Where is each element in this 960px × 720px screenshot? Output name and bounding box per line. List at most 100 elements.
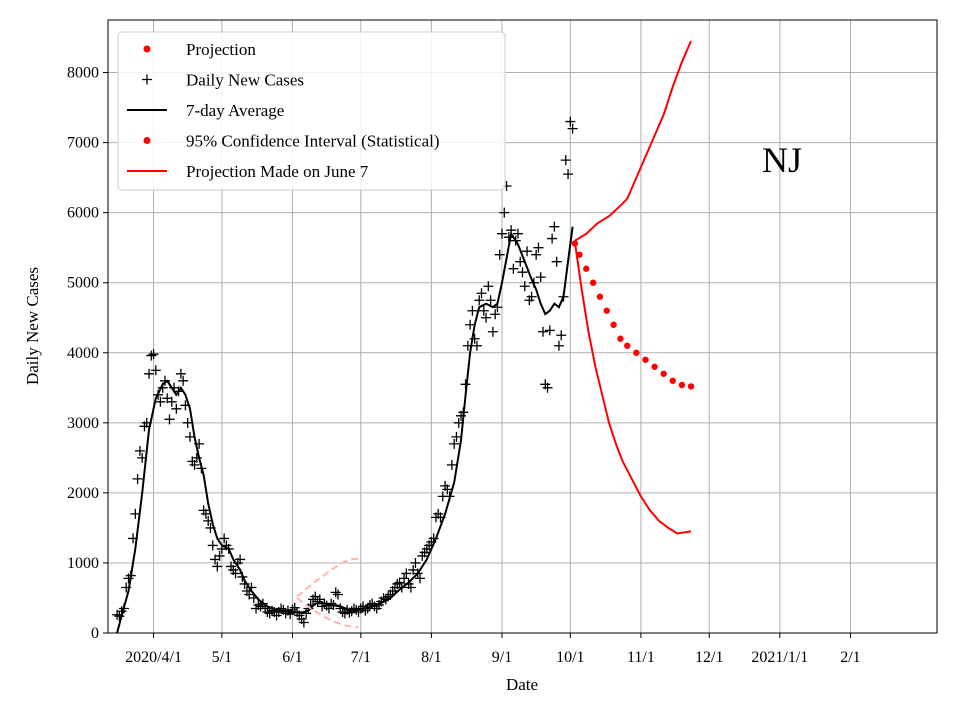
daily-case-marker bbox=[497, 228, 508, 239]
daily-case-marker bbox=[150, 365, 161, 376]
daily-case-marker bbox=[474, 295, 485, 306]
daily-new-cases-series bbox=[112, 116, 578, 628]
daily-case-marker bbox=[553, 340, 564, 351]
projection-dot bbox=[651, 363, 658, 370]
legend-marker-95-confidence-interval-statistical bbox=[143, 137, 151, 144]
y-tick-label: 3000 bbox=[67, 415, 99, 432]
daily-case-marker bbox=[485, 295, 496, 306]
daily-case-marker bbox=[132, 473, 143, 484]
daily-case-marker bbox=[522, 246, 533, 257]
legend-box bbox=[117, 31, 506, 191]
daily-case-marker bbox=[214, 550, 225, 561]
daily-case-marker bbox=[469, 333, 480, 344]
daily-case-marker bbox=[446, 459, 457, 470]
daily-case-marker bbox=[330, 587, 341, 598]
plot-frame bbox=[107, 19, 938, 634]
daily-case-marker bbox=[143, 368, 154, 379]
daily-case-marker bbox=[134, 445, 145, 456]
daily-case-marker bbox=[264, 608, 275, 619]
x-tick-label: 6/1 bbox=[282, 649, 302, 666]
daily-case-marker bbox=[544, 325, 555, 336]
daily-case-marker bbox=[219, 533, 230, 544]
legend-marker-daily-new-cases bbox=[142, 74, 152, 85]
daily-case-marker bbox=[487, 326, 498, 337]
projection-made-on-june-7-lower-line bbox=[296, 597, 359, 629]
projection-made-on-june-7-line bbox=[296, 557, 359, 598]
projection-dot bbox=[633, 349, 640, 356]
daily-case-marker bbox=[490, 309, 501, 320]
daily-case-marker bbox=[499, 207, 510, 218]
daily-case-marker bbox=[483, 281, 494, 292]
daily-case-marker bbox=[346, 606, 357, 617]
daily-case-marker bbox=[449, 438, 460, 449]
daily-case-marker bbox=[171, 403, 182, 414]
daily-case-marker bbox=[146, 350, 157, 361]
projection-dot bbox=[642, 356, 649, 363]
7-day-average-line bbox=[116, 226, 574, 634]
legend-label-projection-made-on-june-7: Projection Made on June 7 bbox=[186, 162, 369, 181]
x-tick-label: 2021/1/1 bbox=[751, 649, 808, 666]
daily-case-marker bbox=[301, 608, 312, 619]
daily-case-marker bbox=[476, 288, 487, 299]
95-confidence-interval-statistical-lower-line bbox=[573, 241, 692, 535]
state-annotation: NJ bbox=[762, 140, 802, 180]
daily-case-marker bbox=[556, 330, 567, 341]
x-axis-label: Date bbox=[506, 675, 538, 694]
daily-case-marker bbox=[415, 573, 426, 584]
daily-case-marker bbox=[399, 573, 410, 584]
daily-case-marker bbox=[442, 484, 453, 495]
y-tick-label: 0 bbox=[91, 625, 99, 642]
legend: Projection Daily New Cases 7-day Average 95… bbox=[117, 31, 506, 191]
y-tick-label: 4000 bbox=[67, 345, 99, 362]
x-tick-label: 10/1 bbox=[556, 649, 584, 666]
legend-label-projection: Projection bbox=[186, 40, 256, 59]
daily-case-marker bbox=[289, 602, 300, 613]
daily-case-marker bbox=[567, 123, 578, 134]
daily-case-marker bbox=[451, 431, 462, 442]
daily-case-marker bbox=[560, 155, 571, 166]
projection-series bbox=[571, 240, 695, 390]
x-tick-label: 12/1 bbox=[695, 649, 723, 666]
daily-case-marker bbox=[189, 459, 200, 470]
daily-case-marker bbox=[182, 417, 193, 428]
daily-case-marker bbox=[235, 554, 246, 565]
daily-case-marker bbox=[465, 319, 476, 330]
daily-case-marker bbox=[537, 326, 548, 337]
legend-label-7-day-average: 7-day Average bbox=[186, 101, 284, 120]
x-tick-label: 7/1 bbox=[351, 649, 371, 666]
y-tick-label: 1000 bbox=[67, 555, 99, 572]
daily-case-marker bbox=[175, 368, 186, 379]
projection-dot bbox=[596, 293, 604, 300]
daily-case-marker bbox=[547, 233, 558, 244]
daily-case-marker bbox=[166, 396, 177, 407]
daily-case-marker bbox=[394, 577, 405, 588]
daily-case-marker bbox=[310, 591, 321, 602]
daily-case-marker bbox=[312, 596, 323, 607]
daily-case-marker bbox=[471, 340, 482, 351]
projection-dot bbox=[687, 383, 695, 390]
projection-dot bbox=[617, 335, 624, 342]
daily-case-marker bbox=[148, 349, 159, 360]
legend-label-95-confidence-interval-statistical: 95% Confidence Interval (Statistical) bbox=[186, 132, 440, 151]
y-tick-label: 2000 bbox=[67, 485, 99, 502]
daily-case-marker bbox=[481, 312, 492, 323]
daily-case-marker bbox=[401, 568, 412, 579]
daily-case-marker bbox=[515, 256, 526, 267]
x-tick-label: 2020/4/1 bbox=[125, 649, 182, 666]
daily-case-marker bbox=[531, 249, 542, 260]
daily-case-marker bbox=[253, 599, 264, 610]
daily-case-marker bbox=[533, 242, 544, 253]
projection-dot bbox=[669, 377, 677, 384]
daily-case-marker bbox=[337, 606, 348, 617]
daily-case-marker bbox=[178, 375, 189, 386]
daily-case-marker bbox=[207, 540, 218, 551]
y-tick-label: 8000 bbox=[67, 65, 99, 82]
daily-case-marker bbox=[551, 256, 562, 267]
projection-dot bbox=[589, 279, 597, 286]
y-tick-label: 7000 bbox=[67, 135, 99, 152]
daily-case-marker bbox=[212, 561, 223, 572]
legend-label-daily-new-cases: Daily New Cases bbox=[186, 71, 304, 90]
projection-dot bbox=[678, 381, 686, 389]
daily-case-marker bbox=[517, 267, 528, 278]
